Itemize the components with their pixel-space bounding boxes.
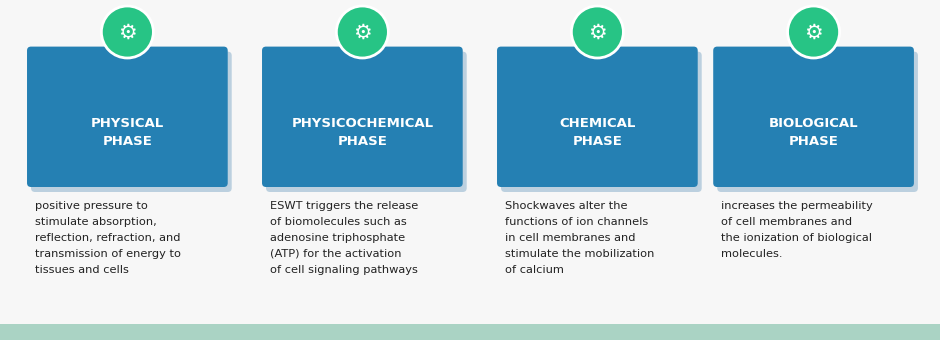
FancyBboxPatch shape [262, 47, 462, 187]
Text: ⚙: ⚙ [805, 22, 822, 42]
FancyBboxPatch shape [266, 52, 467, 192]
Bar [0, 324, 940, 340]
FancyBboxPatch shape [501, 52, 702, 192]
Text: increases the permeability
of cell membranes and
the ionization of biological
mo: increases the permeability of cell membr… [721, 201, 873, 259]
FancyBboxPatch shape [31, 52, 232, 192]
Text: ⚙: ⚙ [588, 22, 606, 42]
Text: positive pressure to
stimulate absorption,
reflection, refraction, and
transmiss: positive pressure to stimulate absorptio… [35, 201, 181, 275]
Circle shape [788, 6, 839, 58]
Text: ⚙: ⚙ [118, 22, 136, 42]
Text: ESWT triggers the release
of biomolecules such as
adenosine triphosphate
(ATP) f: ESWT triggers the release of biomolecule… [270, 201, 418, 275]
Text: Shockwaves alter the
functions of ion channels
in cell membranes and
stimulate t: Shockwaves alter the functions of ion ch… [505, 201, 654, 275]
FancyBboxPatch shape [27, 47, 227, 187]
Text: BIOLOGICAL
PHASE: BIOLOGICAL PHASE [769, 117, 858, 148]
Text: ⚙: ⚙ [353, 22, 371, 42]
Text: CHEMICAL
PHASE: CHEMICAL PHASE [559, 117, 635, 148]
FancyBboxPatch shape [717, 52, 918, 192]
Circle shape [337, 6, 388, 58]
FancyBboxPatch shape [713, 47, 914, 187]
Text: PHYSICOCHEMICAL
PHASE: PHYSICOCHEMICAL PHASE [291, 117, 433, 148]
Text: PHYSICAL
PHASE: PHYSICAL PHASE [91, 117, 164, 148]
Circle shape [572, 6, 623, 58]
FancyBboxPatch shape [497, 47, 697, 187]
Circle shape [102, 6, 153, 58]
